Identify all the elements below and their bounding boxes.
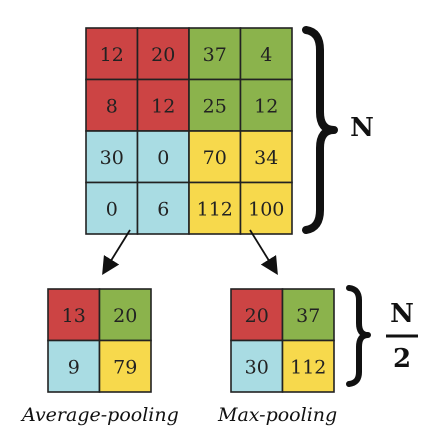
input-value-0-1: 20 [151, 44, 175, 66]
input-value-1-1: 12 [151, 95, 175, 117]
input-cell-0-0 [85, 27, 139, 81]
max-cell-1-0 [230, 339, 284, 393]
average-cell-0-1 [98, 288, 152, 342]
input-cell-1-3 [239, 78, 293, 132]
input-value-1-2: 25 [203, 95, 227, 117]
average-value-1-0: 9 [68, 356, 80, 378]
average-value-1-1: 79 [113, 356, 137, 378]
max-value-1-1: 112 [290, 356, 326, 378]
n-big-label: N [350, 113, 374, 143]
input-value-3-1: 6 [157, 198, 169, 220]
arrow-to-average [102, 229, 131, 276]
input-value-2-1: 0 [157, 147, 169, 169]
input-value-2-0: 30 [100, 147, 124, 169]
input-value-1-3: 12 [254, 95, 278, 117]
n-small-denominator: 2 [393, 344, 411, 374]
max-cell-0-0 [230, 288, 284, 342]
average-value-0-0: 13 [62, 305, 86, 327]
max-value-0-0: 20 [245, 305, 269, 327]
input-cell-3-0 [85, 181, 139, 235]
input-value-3-0: 0 [106, 198, 118, 220]
input-value-0-0: 12 [100, 44, 124, 66]
average-pooling-label: Average-pooling [22, 404, 179, 426]
input-value-0-2: 37 [203, 44, 227, 66]
max-value-1-0: 30 [245, 356, 269, 378]
average-pool-grid: 13 20 9 79 [47, 288, 152, 393]
input-cell-3-3 [239, 181, 293, 235]
input-cell-1-1 [136, 78, 190, 132]
input-value-3-2: 112 [197, 198, 233, 220]
average-cell-1-0 [47, 339, 101, 393]
input-value-1-0: 8 [106, 95, 118, 117]
n-small-numerator: N [390, 299, 414, 329]
small-brace [346, 285, 371, 387]
input-value-0-3: 4 [260, 44, 272, 66]
input-grid: 12 20 37 4 8 12 25 12 30 0 70 34 0 6 112 100 [85, 27, 293, 235]
input-value-2-3: 34 [254, 147, 278, 169]
max-pooling-label: Max-pooling [218, 404, 338, 426]
input-cell-0-3 [239, 27, 293, 81]
big-brace [302, 26, 338, 234]
average-cell-1-1 [98, 339, 152, 393]
max-pool-grid: 20 37 30 112 [230, 288, 335, 393]
average-value-0-1: 20 [113, 305, 137, 327]
max-cell-1-1 [281, 339, 335, 393]
input-cell-2-1 [136, 130, 190, 184]
arrow-to-max [249, 229, 278, 276]
input-cell-2-3 [239, 130, 293, 184]
max-value-0-1: 37 [296, 305, 320, 327]
average-cell-0-0 [47, 288, 101, 342]
input-value-3-3: 100 [248, 198, 284, 220]
max-cell-0-1 [281, 288, 335, 342]
input-value-2-2: 70 [203, 147, 227, 169]
input-cell-0-1 [136, 27, 190, 81]
input-cell-3-1 [136, 181, 190, 235]
